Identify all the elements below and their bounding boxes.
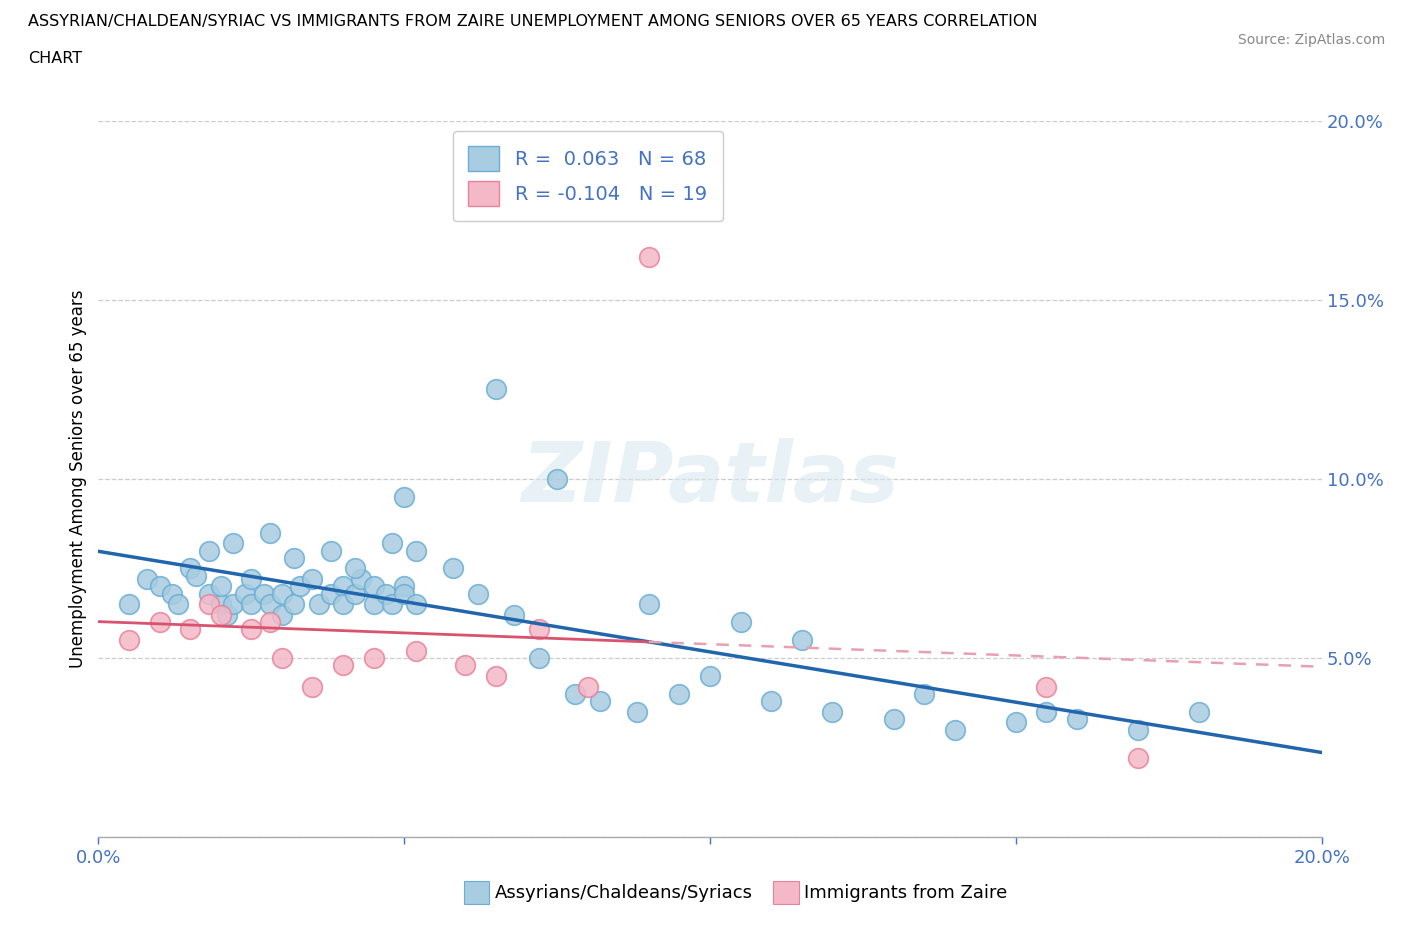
Point: [179, 561, 201, 576]
Point: [149, 578, 172, 593]
Point: [290, 578, 312, 593]
Point: [527, 651, 550, 666]
Point: [374, 586, 396, 601]
Point: [319, 543, 342, 558]
Point: [332, 658, 354, 672]
Point: [392, 586, 416, 601]
Point: [118, 597, 141, 612]
Point: [485, 669, 508, 684]
Point: [626, 704, 648, 719]
Point: [319, 586, 342, 601]
Point: [381, 536, 404, 551]
Point: [912, 686, 935, 701]
Point: [363, 597, 385, 612]
Point: [209, 578, 232, 593]
Point: [270, 607, 292, 622]
Point: [259, 597, 281, 612]
Point: [1128, 722, 1150, 737]
Point: [363, 651, 385, 666]
Point: [233, 586, 256, 601]
Point: [485, 382, 508, 397]
Point: [240, 622, 263, 637]
Point: [332, 578, 354, 593]
Point: [179, 622, 201, 637]
Point: [1128, 751, 1150, 765]
Point: [1188, 704, 1211, 719]
Point: [1004, 715, 1026, 730]
Point: [222, 597, 245, 612]
Point: [136, 572, 159, 587]
Text: Source: ZipAtlas.com: Source: ZipAtlas.com: [1237, 33, 1385, 46]
Point: [301, 572, 323, 587]
Point: [215, 607, 238, 622]
Point: [167, 597, 190, 612]
Point: [344, 586, 367, 601]
Point: [283, 551, 305, 565]
Point: [699, 669, 721, 684]
Point: [283, 597, 305, 612]
Legend: R =  0.063   N = 68, R = -0.104   N = 19: R = 0.063 N = 68, R = -0.104 N = 19: [453, 130, 723, 221]
Point: [222, 536, 245, 551]
Point: [209, 597, 232, 612]
Point: [381, 597, 404, 612]
Point: [149, 615, 172, 630]
Point: [240, 597, 263, 612]
Text: Assyrians/Chaldeans/Syriacs: Assyrians/Chaldeans/Syriacs: [495, 884, 752, 902]
Point: [259, 525, 281, 540]
Point: [405, 597, 427, 612]
Point: [240, 572, 263, 587]
Point: [668, 686, 690, 701]
Point: [197, 586, 219, 601]
Point: [759, 694, 782, 709]
Point: [730, 615, 752, 630]
Point: [363, 578, 385, 593]
Point: [821, 704, 844, 719]
Point: [308, 597, 330, 612]
Text: CHART: CHART: [28, 51, 82, 66]
Text: Immigrants from Zaire: Immigrants from Zaire: [804, 884, 1008, 902]
Point: [527, 622, 550, 637]
Point: [252, 586, 274, 601]
Point: [637, 249, 661, 264]
Point: [350, 572, 373, 587]
Point: [332, 597, 354, 612]
Point: [270, 586, 292, 601]
Point: [259, 615, 281, 630]
Point: [270, 651, 292, 666]
Point: [186, 568, 208, 583]
Y-axis label: Unemployment Among Seniors over 65 years: Unemployment Among Seniors over 65 years: [69, 290, 87, 668]
Point: [197, 543, 219, 558]
Point: [589, 694, 612, 709]
Point: [441, 561, 464, 576]
Text: ASSYRIAN/CHALDEAN/SYRIAC VS IMMIGRANTS FROM ZAIRE UNEMPLOYMENT AMONG SENIORS OVE: ASSYRIAN/CHALDEAN/SYRIAC VS IMMIGRANTS F…: [28, 14, 1038, 29]
Point: [1035, 704, 1057, 719]
Point: [344, 561, 367, 576]
Point: [392, 578, 416, 593]
Point: [209, 607, 232, 622]
Point: [392, 489, 416, 504]
Point: [943, 722, 966, 737]
Point: [301, 679, 323, 694]
Point: [1035, 679, 1057, 694]
Point: [564, 686, 586, 701]
Point: [118, 632, 141, 647]
Point: [576, 679, 599, 694]
Point: [790, 632, 813, 647]
Point: [546, 472, 568, 486]
Point: [467, 586, 489, 601]
Point: [405, 644, 427, 658]
Point: [883, 711, 905, 726]
Point: [197, 597, 219, 612]
Point: [160, 586, 183, 601]
Point: [503, 607, 526, 622]
Point: [454, 658, 477, 672]
Text: ZIPatlas: ZIPatlas: [522, 438, 898, 520]
Point: [405, 543, 427, 558]
Point: [637, 597, 661, 612]
Point: [1066, 711, 1088, 726]
